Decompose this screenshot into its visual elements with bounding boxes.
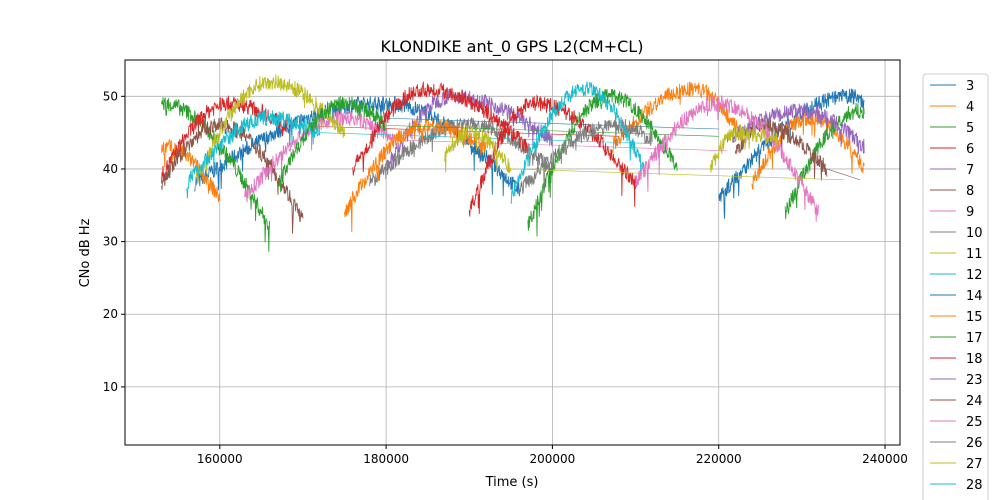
y-tick-label: 20 (103, 307, 118, 321)
series-line-prn-6 (161, 95, 287, 184)
legend-label-prn-9: 9 (966, 205, 974, 220)
series-line-prn-28 (510, 81, 645, 204)
series-line-prn-25 (635, 94, 819, 222)
series-gap-connector-prn-9 (394, 139, 728, 152)
series-gap-connector-prn-3 (386, 117, 719, 130)
series-line-prn-15 (751, 110, 865, 191)
legend-label-prn-24: 24 (966, 394, 983, 409)
series-line-prn-18 (468, 93, 637, 217)
legend-label-prn-10: 10 (966, 226, 983, 241)
legend-label-prn-26: 26 (966, 436, 983, 451)
legend-label-prn-28: 28 (966, 478, 983, 493)
series-group (161, 74, 865, 252)
series-gap-connector-prn-24 (826, 168, 861, 181)
legend-label-prn-12: 12 (966, 268, 983, 283)
y-tick-label: 40 (103, 162, 118, 176)
series-gap-connector-prn-27 (510, 168, 844, 181)
legend-box (922, 73, 989, 500)
series-line-prn-18 (352, 81, 528, 176)
legend: 3 4 5 6 7 8 9 10 11 12 14 15 17 18 23 24 25 26 27 28 (922, 73, 989, 500)
y-tick-label: 10 (103, 380, 118, 394)
legend-label-prn-6: 6 (966, 142, 974, 157)
plot-frame (124, 59, 901, 446)
legend-label-prn-11: 11 (966, 247, 983, 262)
x-tick-label: 200000 (530, 452, 576, 466)
y-tick-label: 50 (103, 89, 118, 103)
legend-label-prn-17: 17 (966, 331, 983, 346)
legend-label-prn-25: 25 (966, 415, 983, 430)
legend-label-prn-5: 5 (966, 121, 974, 136)
x-tick-label: 220000 (696, 452, 742, 466)
x-axis-label: Time (s) (485, 475, 539, 490)
series-line-prn-12 (186, 110, 321, 199)
series-line-prn-17 (277, 96, 387, 193)
series-gap-connector-prn-17 (386, 125, 719, 137)
series-line-prn-27 (444, 124, 512, 174)
series-line-prn-10 (369, 117, 553, 187)
x-tick-label: 240000 (862, 452, 908, 466)
series-line-prn-4 (161, 138, 221, 203)
legend-label-prn-14: 14 (966, 289, 983, 304)
series-line-prn-11 (194, 74, 345, 189)
series-line-prn-9 (244, 109, 395, 203)
legend-label-prn-4: 4 (966, 100, 974, 115)
legend-label-prn-8: 8 (966, 184, 974, 199)
series-line-prn-17 (784, 103, 865, 220)
series-line-prn-27 (709, 124, 778, 173)
y-tick-label: 30 (103, 235, 118, 249)
legend-label-prn-3: 3 (966, 79, 974, 94)
axis-ticks: 160000 180000 200000 220000 240000 10 20 30 40 50 (103, 89, 908, 466)
legend-label-prn-7: 7 (966, 163, 974, 178)
legend-label-prn-23: 23 (966, 373, 983, 388)
legend-label-prn-18: 18 (966, 352, 983, 367)
series-line-prn-26 (518, 117, 653, 197)
x-tick-label: 180000 (363, 452, 409, 466)
chart-title: KLONDIKE ant_0 GPS L2(CM+CL) (381, 37, 644, 57)
x-tick-label: 160000 (197, 452, 243, 466)
legend-label-prn-27: 27 (966, 457, 983, 472)
y-axis-label: CNo dB Hz (78, 218, 93, 287)
legend-label-prn-15: 15 (966, 310, 983, 325)
